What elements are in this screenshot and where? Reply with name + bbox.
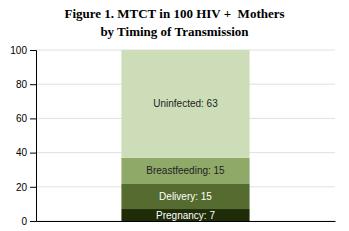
bars — [121, 50, 249, 221]
tick: 80 — [16, 79, 36, 90]
data-label: Delivery: 15 — [159, 191, 212, 202]
axis-line — [37, 221, 336, 222]
data-label: Breastfeeding: 15 — [146, 165, 225, 176]
series — [121, 158, 249, 184]
tick: 0 — [21, 216, 36, 227]
tick-label: 40 — [16, 147, 28, 158]
tick-mark — [30, 50, 36, 51]
x-axis — [37, 221, 336, 223]
tick-mark — [30, 118, 36, 119]
tick: 40 — [16, 147, 36, 158]
series — [121, 183, 249, 209]
y-axis: 0 20 40 60 80 100 — [10, 45, 36, 227]
data-labels: Pregnancy: 7 Delivery: 15 Breastfeeding: 1… — [146, 98, 225, 220]
grid — [36, 50, 335, 221]
subtitle: by Timing of Transmission — [100, 24, 249, 39]
bar-segment — [121, 50, 249, 158]
tick-label: 100 — [10, 45, 27, 56]
tick-label: 20 — [16, 182, 28, 193]
tick-mark — [30, 221, 36, 222]
bar-segment — [121, 183, 249, 209]
axis-line — [30, 51, 37, 222]
tick-label: 60 — [16, 113, 28, 124]
chart: Figure 1. MTCT in 100 HIV + Mothers by Ti… — [0, 0, 349, 231]
tick-mark — [30, 84, 36, 85]
title: Figure 1. MTCT in 100 HIV + Mothers — [64, 6, 284, 21]
series — [121, 209, 249, 221]
bar-segment — [121, 158, 249, 184]
tick: 100 — [10, 45, 36, 56]
data-label: Pregnancy: 7 — [156, 210, 215, 221]
tick-label: 0 — [21, 216, 27, 227]
tick-mark — [30, 187, 36, 188]
tick: 60 — [16, 113, 36, 124]
data-label: Uninfected: 63 — [153, 98, 218, 109]
tick-label: 80 — [16, 79, 28, 90]
series — [121, 50, 249, 158]
tick: 20 — [16, 182, 36, 193]
bar-segment — [121, 209, 249, 221]
plot: Pregnancy: 7 Delivery: 15 Breastfeeding: 1… — [10, 45, 335, 227]
tick-mark — [30, 153, 36, 154]
